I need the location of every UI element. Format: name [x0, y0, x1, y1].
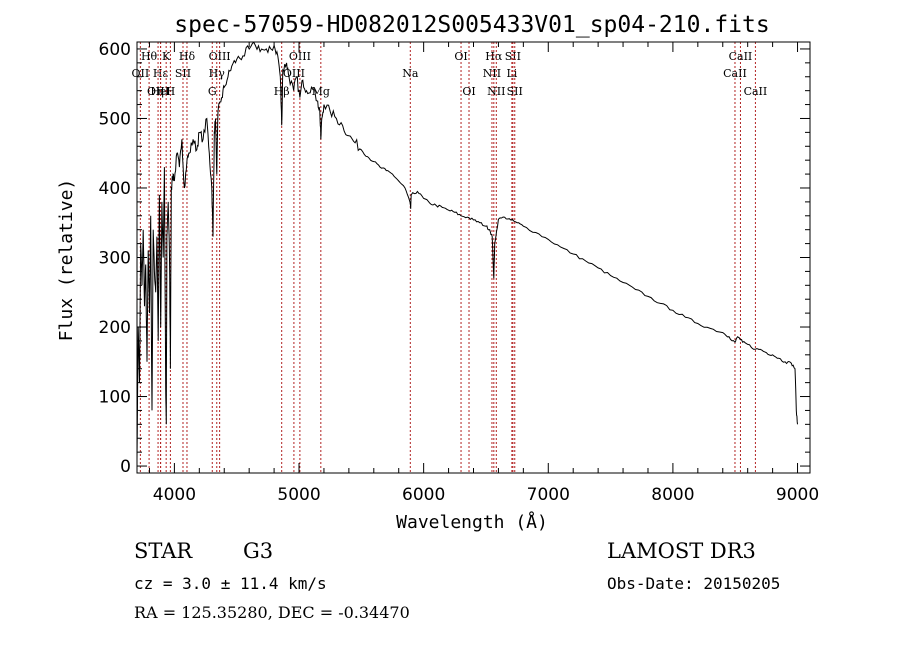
line-mark-label: η — [157, 85, 164, 98]
line-mark-label: SII — [507, 85, 523, 98]
line-mark-label: SII — [175, 67, 191, 80]
line-mark-label: CaII — [729, 50, 753, 63]
y-tick-label: 300 — [99, 249, 131, 269]
y-tick-label: 200 — [99, 318, 131, 338]
line-mark-label: Na — [402, 67, 419, 80]
line-mark-label: Hβ — [274, 85, 290, 98]
axis-ticks: 4000 5000 6000 7000 8000 9000 0 100 200 300 400 500… — [99, 40, 820, 505]
line-mark-label: CaII — [744, 85, 768, 98]
line-mark-label: K — [162, 50, 171, 63]
line-mark-label: Hθ — [141, 50, 158, 63]
redshift-readout: cz = 3.0 ± 11.4 km/s — [134, 574, 327, 593]
spectrum-chart: spec-57059-HD082012S005433V01_sp04-210.f… — [56, 12, 820, 533]
line-mark-label: Hα — [485, 50, 503, 63]
x-tick-label: 7000 — [527, 485, 570, 505]
line-mark-label: Mg — [312, 85, 330, 98]
chart-title: spec-57059-HD082012S005433V01_sp04-210.f… — [174, 12, 769, 38]
survey-name: LAMOST DR3 — [607, 539, 756, 563]
line-mark-label: OIII — [283, 67, 305, 80]
y-tick-label: 0 — [120, 457, 131, 477]
object-class: STAR — [134, 539, 193, 563]
line-mark-label: CaII — [723, 67, 747, 80]
line-mark-label: H — [166, 85, 176, 98]
line-mark-label: Li — [506, 67, 517, 80]
y-tick-label: 400 — [99, 179, 131, 199]
line-mark-label: OII — [132, 67, 150, 80]
object-subclass: G3 — [243, 539, 274, 563]
spectrum-line — [136, 41, 798, 460]
line-mark-label: NII — [487, 85, 505, 98]
line-mark-label: SII — [505, 50, 521, 63]
line-mark-label: Hδ — [179, 50, 196, 63]
y-axis-label: Flux (relative) — [56, 179, 77, 342]
y-tick-label: 500 — [99, 109, 131, 129]
line-mark-label: OIII — [289, 50, 311, 63]
x-tick-label: 4000 — [153, 485, 196, 505]
y-tick-label: 600 — [99, 40, 131, 60]
y-tick-label: 100 — [99, 388, 131, 408]
x-tick-label: 6000 — [402, 485, 445, 505]
line-mark-label: OIII — [209, 50, 231, 63]
obs-date: Obs-Date: 20150205 — [607, 574, 781, 593]
x-axis-label: Wavelength (Å) — [396, 511, 548, 533]
x-tick-label: 5000 — [277, 485, 320, 505]
x-tick-label: 9000 — [776, 485, 819, 505]
line-mark-label: Hγ — [209, 67, 226, 80]
x-tick-label: 8000 — [651, 485, 694, 505]
plot-frame — [136, 41, 811, 474]
line-mark-label: NII — [483, 67, 501, 80]
line-mark-label: OI — [462, 85, 475, 98]
line-mark-label: G — [208, 85, 217, 98]
coordinates: RA = 125.35280, DEC = -0.34470 — [134, 603, 410, 622]
line-mark-label: Hε — [153, 67, 169, 80]
line-mark-label: OI — [454, 50, 467, 63]
line-mark-label: OIII — [147, 85, 169, 98]
